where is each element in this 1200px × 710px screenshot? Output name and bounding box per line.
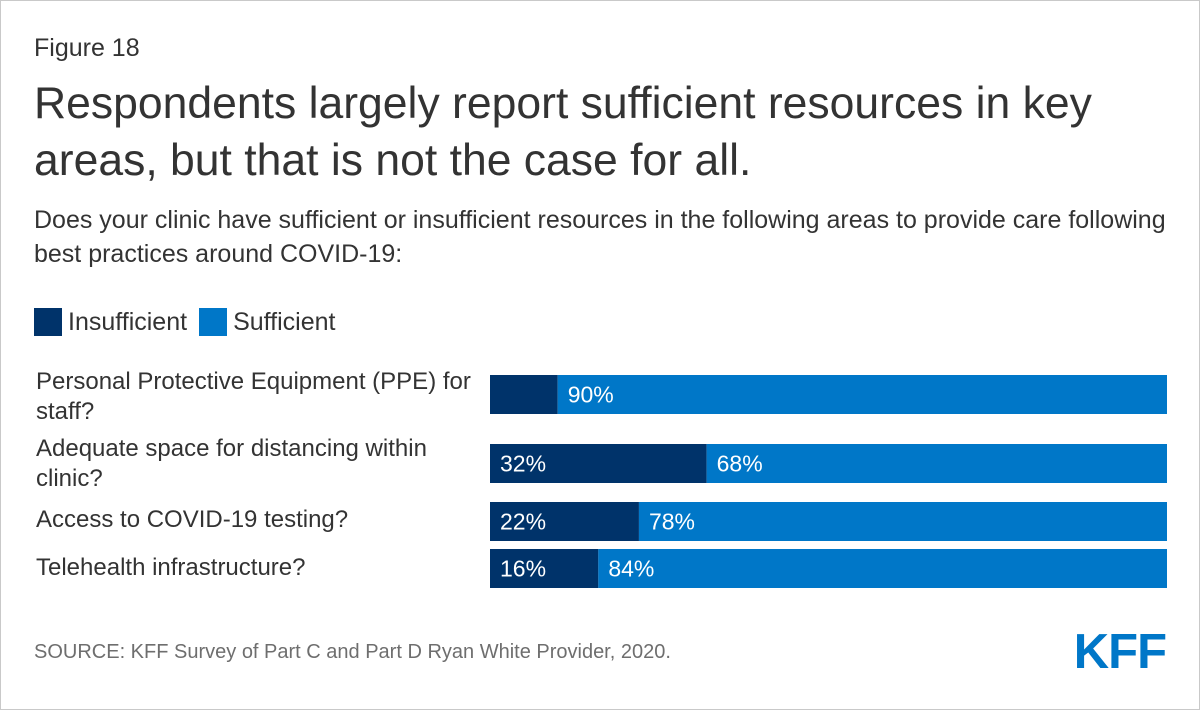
data-label-insufficient-3: 16% xyxy=(500,556,546,582)
bar-insufficient-1 xyxy=(490,444,707,483)
data-label-sufficient-2: 78% xyxy=(649,509,695,535)
bar-insufficient-3 xyxy=(490,549,599,588)
bar-sufficient-3 xyxy=(598,549,1167,588)
data-label-sufficient-3: 84% xyxy=(608,556,654,582)
data-label-insufficient-1: 32% xyxy=(500,451,546,477)
legend-item-sufficient: Sufficient xyxy=(199,308,335,337)
source-note: SOURCE: KFF Survey of Part C and Part D … xyxy=(34,641,671,663)
category-label-ppe: Personal Protective Equipment (PPE) for … xyxy=(36,368,471,425)
bar-sufficient-2 xyxy=(638,502,1167,541)
bar-insufficient-0 xyxy=(490,375,558,414)
data-label-sufficient-0: 90% xyxy=(568,382,614,408)
bar-sufficient-0 xyxy=(557,375,1167,414)
figure-label: Figure 18 xyxy=(34,34,140,62)
data-label-insufficient-2: 22% xyxy=(500,509,546,535)
data-label-sufficient-1: 68% xyxy=(717,451,763,477)
category-label-space: Adequate space for distancing within cli… xyxy=(36,435,427,492)
bar-insufficient-2 xyxy=(490,502,639,541)
chart-legend: Insufficient Sufficient xyxy=(34,306,347,338)
legend-swatch-sufficient xyxy=(199,308,228,336)
legend-label-sufficient: Sufficient xyxy=(233,307,336,336)
chart-title: Respondents largely report sufficient re… xyxy=(34,79,1092,185)
legend-swatch-insufficient xyxy=(34,308,62,336)
kff-logo: KFF xyxy=(1073,625,1167,679)
legend-item-insufficient: Insufficient xyxy=(34,308,187,337)
category-label-testing: Access to COVID-19 testing? xyxy=(36,506,349,533)
category-label-telehealth: Telehealth infrastructure? xyxy=(36,554,306,581)
chart-subtitle: Does your clinic have sufficient or insu… xyxy=(34,206,1166,268)
legend-label-insufficient: Insufficient xyxy=(68,307,188,336)
bar-sufficient-1 xyxy=(706,444,1167,483)
